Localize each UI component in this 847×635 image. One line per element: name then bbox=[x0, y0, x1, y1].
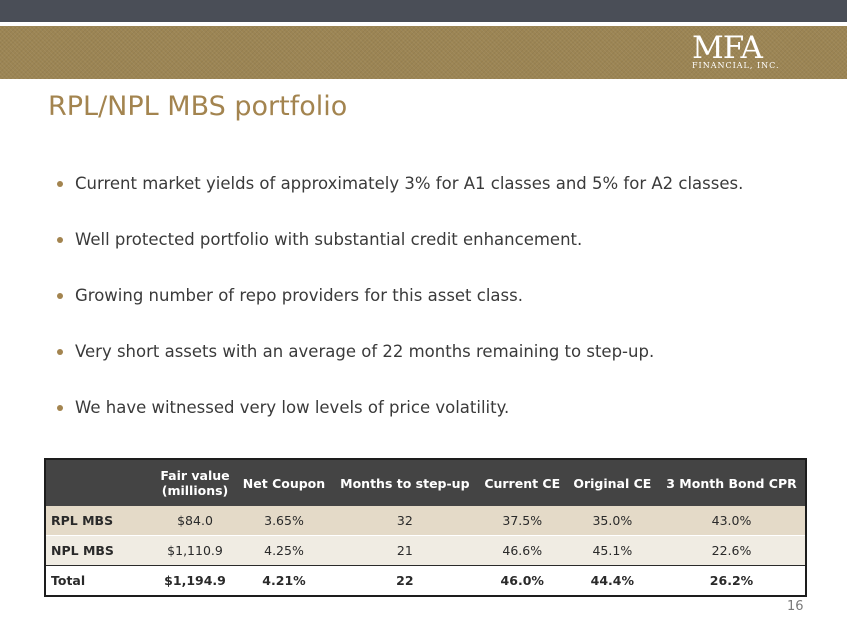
bullet-dot-icon bbox=[57, 349, 63, 355]
header-fair-value-line1: Fair value bbox=[160, 468, 230, 483]
cell-current-ce: 46.0% bbox=[477, 565, 567, 595]
cell-cpr: 22.6% bbox=[657, 535, 805, 566]
cell-cpr: 43.0% bbox=[657, 506, 805, 536]
bullet-text: Well protected portfolio with substantia… bbox=[75, 230, 583, 249]
table-row-total: Total $1,194.9 4.21% 22 46.0% 44.4% 26.2… bbox=[46, 565, 805, 595]
header-bond-cpr: 3 Month Bond CPR bbox=[657, 460, 805, 506]
header-fair-value: Fair value (millions) bbox=[154, 460, 237, 506]
page-number: 16 bbox=[787, 599, 804, 614]
bullet-dot-icon bbox=[57, 237, 63, 243]
portfolio-table: Fair value (millions) Net Coupon Months … bbox=[44, 458, 807, 597]
header-original-ce: Original CE bbox=[566, 460, 658, 506]
top-dark-bar bbox=[0, 0, 847, 22]
cell-fair-value: $1,194.9 bbox=[154, 565, 237, 595]
header-fair-value-line2: (millions) bbox=[161, 483, 229, 498]
row-label: NPL MBS bbox=[46, 535, 154, 566]
bullet-text: Very short assets with an average of 22 … bbox=[75, 342, 655, 361]
bullet-text: Growing number of repo providers for thi… bbox=[75, 286, 523, 305]
bullet-item: Growing number of repo providers for thi… bbox=[57, 282, 817, 338]
header-months-to-step-up: Months to step-up bbox=[331, 460, 478, 506]
cell-original-ce: 45.1% bbox=[566, 535, 658, 566]
cell-net-coupon: 4.25% bbox=[236, 535, 332, 566]
cell-original-ce: 35.0% bbox=[566, 506, 658, 536]
bullet-item: Very short assets with an average of 22 … bbox=[57, 338, 817, 394]
row-label: RPL MBS bbox=[46, 506, 154, 536]
header-current-ce: Current CE bbox=[477, 460, 567, 506]
cell-months: 32 bbox=[331, 506, 478, 536]
bullet-dot-icon bbox=[57, 181, 63, 187]
bullet-dot-icon bbox=[57, 405, 63, 411]
cell-months: 22 bbox=[331, 565, 478, 595]
row-label: Total bbox=[46, 565, 154, 595]
cell-months: 21 bbox=[331, 535, 478, 566]
table-row: RPL MBS $84.0 3.65% 32 37.5% 35.0% 43.0% bbox=[46, 506, 805, 536]
cell-current-ce: 37.5% bbox=[477, 506, 567, 536]
header-blank-cell bbox=[46, 460, 154, 506]
header-gold-band bbox=[0, 26, 847, 79]
header-net-coupon: Net Coupon bbox=[236, 460, 332, 506]
logo-subtitle: FINANCIAL, INC. bbox=[692, 61, 780, 70]
bullet-text: Current market yields of approximately 3… bbox=[75, 174, 744, 193]
table-row: NPL MBS $1,110.9 4.25% 21 46.6% 45.1% 22… bbox=[46, 535, 805, 566]
bullet-item: Current market yields of approximately 3… bbox=[57, 170, 817, 226]
cell-cpr: 26.2% bbox=[657, 565, 805, 595]
bullet-item: Well protected portfolio with substantia… bbox=[57, 226, 817, 282]
cell-original-ce: 44.4% bbox=[566, 565, 658, 595]
slide-title: RPL/NPL MBS portfolio bbox=[48, 91, 348, 122]
bullet-list: Current market yields of approximately 3… bbox=[57, 170, 817, 450]
logo-mark: MFA bbox=[692, 30, 763, 66]
cell-fair-value: $84.0 bbox=[154, 506, 237, 536]
cell-fair-value: $1,110.9 bbox=[154, 535, 237, 566]
company-logo: MFA FINANCIAL, INC. bbox=[692, 32, 802, 76]
cell-current-ce: 46.6% bbox=[477, 535, 567, 566]
bullet-dot-icon bbox=[57, 293, 63, 299]
cell-net-coupon: 4.21% bbox=[236, 565, 332, 595]
bullet-text: We have witnessed very low levels of pri… bbox=[75, 398, 510, 417]
bullet-item: We have witnessed very low levels of pri… bbox=[57, 394, 817, 450]
top-bar-divider bbox=[0, 22, 847, 26]
cell-net-coupon: 3.65% bbox=[236, 506, 332, 536]
table-header-row: Fair value (millions) Net Coupon Months … bbox=[46, 460, 805, 506]
